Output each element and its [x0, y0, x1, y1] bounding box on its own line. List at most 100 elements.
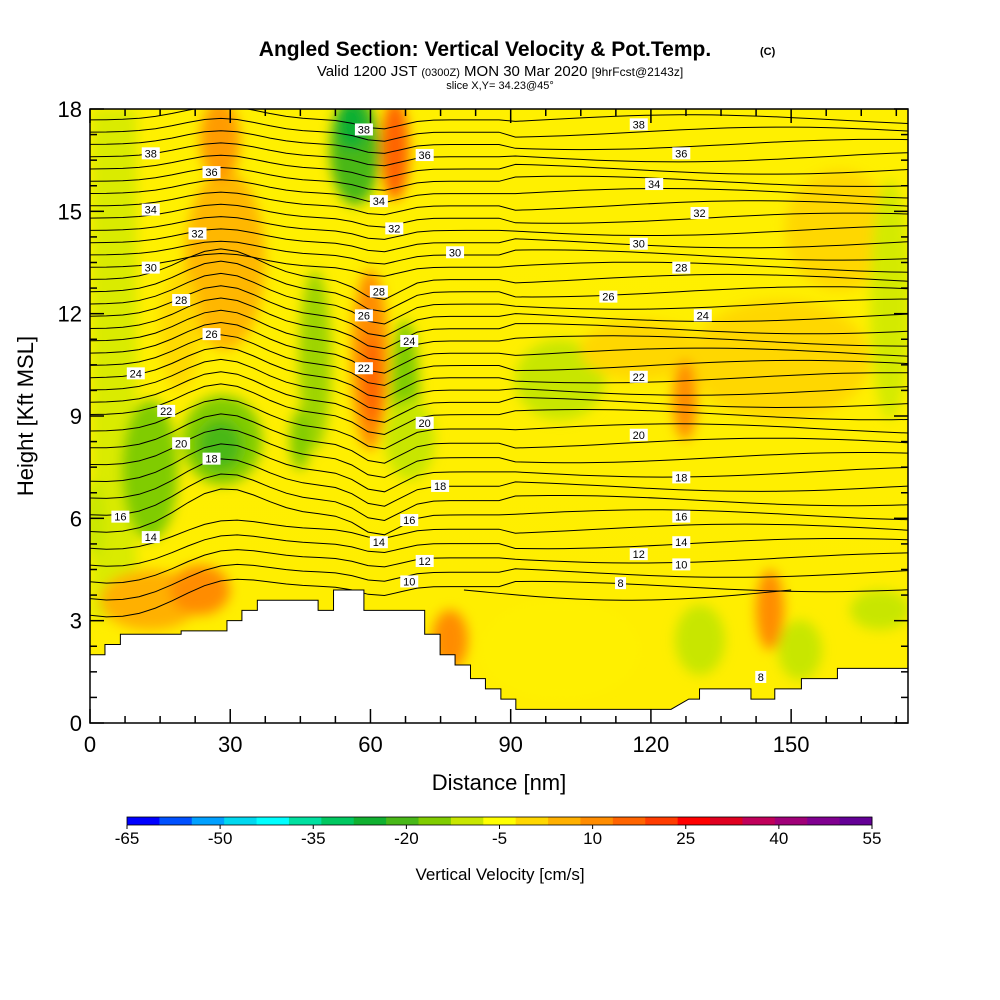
chart-title: Angled Section: Vertical Velocity & Pot.…	[259, 38, 711, 61]
colorbar-label: -20	[394, 829, 419, 848]
theta-contour-line	[90, 203, 908, 228]
y-tick-label: 12	[58, 302, 82, 327]
subtitle-forecast: [9hrFcst@2143z]	[592, 65, 684, 79]
contour-label-bg	[354, 309, 373, 322]
contour-label-bg	[690, 207, 709, 220]
contour-label-bg	[141, 261, 160, 274]
contour-label: 18	[675, 472, 687, 484]
contour-label-bg	[431, 479, 450, 492]
colorbar-swatch	[288, 817, 322, 825]
colorbar-swatch	[321, 817, 355, 825]
theta-contour-line	[90, 346, 908, 399]
x-tick-label: 0	[84, 732, 96, 757]
contour-label: 30	[633, 239, 645, 251]
theta-contour-line	[90, 563, 908, 601]
contour-label: 16	[114, 512, 126, 524]
colorbar-swatch	[742, 817, 776, 825]
theta-contour-line	[90, 252, 908, 277]
contour-label: 22	[358, 363, 370, 375]
theta-contour-line	[90, 383, 908, 436]
contour-label-bg	[202, 452, 221, 465]
contour-label-bg	[126, 367, 145, 380]
contour-label-bg	[369, 536, 388, 549]
contour-label: 30	[449, 247, 461, 259]
theta-contour-line	[90, 428, 908, 479]
contour-label: 26	[602, 292, 614, 304]
contour-label-bg	[672, 536, 691, 549]
colorbar-labels: -65 -50 -35 -20 -5 10 25 40 55	[115, 825, 882, 848]
colorbar-label: -35	[301, 829, 326, 848]
theta-contour-line	[90, 398, 908, 450]
colorbar-swatch	[483, 817, 517, 825]
contour-label: 38	[633, 119, 645, 131]
theta-contour-line	[90, 519, 908, 550]
contour-label-bg	[188, 227, 207, 240]
contour-label: 20	[633, 430, 645, 442]
theta-contour-line	[463, 589, 792, 601]
colorbar-label: 25	[676, 829, 695, 848]
theta-contour-line	[90, 228, 908, 253]
contour-label-bg	[141, 531, 160, 544]
contour-label: 24	[697, 310, 709, 322]
theta-contour-line	[90, 248, 908, 301]
contour-label-bg	[369, 195, 388, 208]
y-tick-label: 6	[70, 506, 82, 531]
colorbar-title: Vertical Velocity [cm/s]	[415, 865, 584, 884]
colorbar-label: 55	[863, 829, 882, 848]
contour-label-bg	[369, 285, 388, 298]
theta-contour-line	[90, 334, 908, 386]
contour-label: 38	[145, 148, 157, 160]
contour-label: 22	[160, 406, 172, 418]
theta-contour-line	[90, 130, 908, 154]
contour-label: 8	[758, 672, 764, 684]
theta-contour-line	[90, 297, 908, 350]
contour-label: 28	[373, 286, 385, 298]
theta-contour-line	[90, 166, 908, 191]
contour-label-bg	[629, 118, 648, 131]
chart-title-mark: (C)	[760, 46, 776, 58]
x-tick-label: 60	[358, 732, 382, 757]
velocity-field: 3836343230282624222018161438363432302826…	[90, 109, 908, 723]
x-tick-label: 150	[773, 732, 810, 757]
contour-label-bg	[755, 670, 767, 683]
contour-label: 26	[205, 329, 217, 341]
contour-label: 28	[675, 263, 687, 275]
contour-label: 14	[675, 537, 687, 549]
contour-label-bg	[629, 370, 648, 383]
y-tick-label: 18	[58, 97, 82, 122]
theta-contour-line	[90, 109, 908, 130]
contour-label-bg	[672, 261, 691, 274]
terrain	[90, 589, 908, 723]
chart-subtitle: Valid 1200 JST (0300Z) MON 30 Mar 2020 […	[317, 63, 683, 80]
contour-label: 32	[191, 229, 203, 241]
contour-label-bg	[141, 147, 160, 160]
contour-label: 20	[419, 418, 431, 430]
colorbar-swatch	[386, 817, 420, 825]
contour-label-bg	[629, 237, 648, 250]
colorbar-swatch	[677, 817, 711, 825]
contour-label-bg	[400, 334, 419, 347]
colorbar-swatch	[807, 817, 841, 825]
theta-contour-line	[90, 358, 908, 411]
theta-contour-line	[90, 154, 908, 179]
contour-label: 34	[145, 205, 157, 217]
x-tick-labels: 0 30 60 90 120 150	[84, 732, 810, 757]
theta-contour-line	[90, 321, 908, 374]
colorbar-swatch	[191, 817, 225, 825]
contour-label-bg	[141, 203, 160, 216]
contour-label: 12	[419, 556, 431, 568]
contour-label-bg	[111, 510, 130, 523]
contour-label-bg	[354, 123, 373, 136]
slice-label: slice X,Y= 34.23@45°	[446, 80, 554, 92]
x-tick-label: 90	[498, 732, 522, 757]
colorbar-label: 40	[769, 829, 788, 848]
colorbar-swatch	[353, 817, 387, 825]
contour-label-bg	[354, 362, 373, 375]
colorbar-swatch	[418, 817, 452, 825]
theta-contour-line	[90, 117, 908, 142]
colorbar-swatch	[224, 817, 258, 825]
contour-labels: 3836343230282624222018161438363432302826…	[111, 118, 767, 684]
y-tick-label: 9	[70, 404, 82, 429]
contour-label: 32	[693, 208, 705, 220]
